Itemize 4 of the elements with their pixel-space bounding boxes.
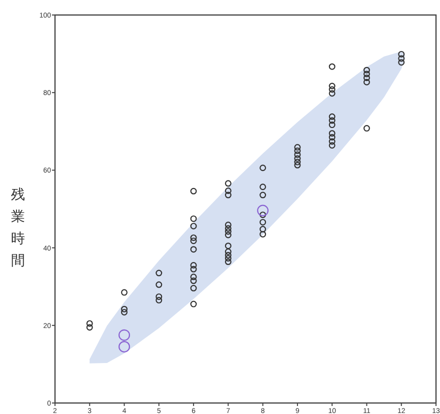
point: [118, 329, 130, 341]
point: [118, 340, 130, 352]
y-axis-title: 残業時間: [11, 186, 25, 268]
point: [257, 204, 269, 216]
